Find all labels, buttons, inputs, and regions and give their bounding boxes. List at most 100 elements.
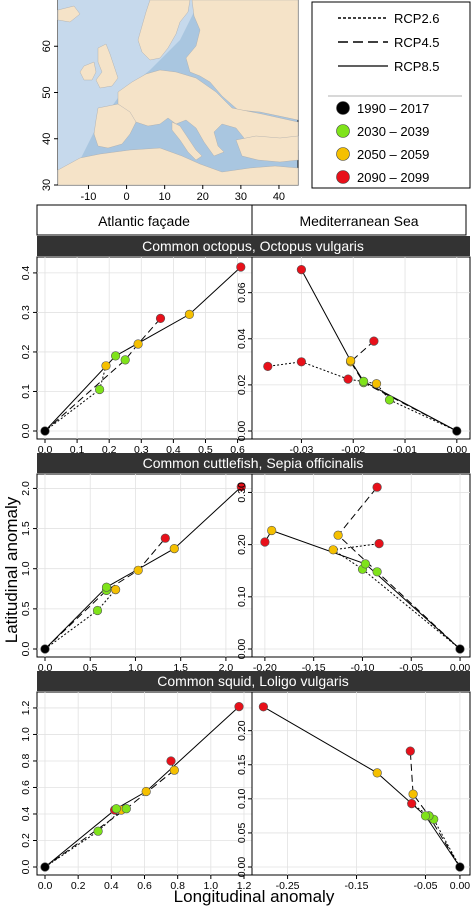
legend-label-1990: 1990 – 2017 [357,101,429,116]
map-lon-tick-label: 20 [197,191,209,203]
data-point [93,826,103,836]
data-point [371,379,382,389]
legend-dot-1990 [336,101,350,115]
y-tick-label: 0.4 [20,807,32,822]
data-point [258,702,269,712]
map-lon-tick-label: -10 [81,191,97,203]
land-finland-russia [185,0,299,121]
data-point [452,426,462,436]
data-point [455,862,465,872]
x-tick-label: 0.0 [38,444,53,456]
series-line-rcp26 [44,809,123,868]
data-point [359,376,369,387]
land-iceland [57,5,81,23]
y-tick-label: 0.5 [20,601,32,616]
column-headers: Atlantic façade Mediterranean Sea [36,204,467,236]
y-tick-label: 0.20 [236,720,248,741]
legend-label-2090: 2090 – 2099 [357,170,429,185]
x-tick-label: 1.5 [173,662,188,674]
y-tick-label: 0.8 [20,754,32,769]
data-point [372,567,382,577]
data-point [133,565,143,575]
land-ireland [79,61,97,81]
land-anatolia [235,135,299,163]
data-point [169,765,179,775]
x-tick-label: -0.15 [345,880,369,892]
legend-label-rcp45: RCP4.5 [394,35,440,50]
x-tick-label: 0.1 [70,444,85,456]
data-point [384,395,395,405]
series-line-rcp85 [263,706,461,868]
data-point [260,537,270,547]
data-point [111,804,121,814]
series-line-rcp45 [44,537,166,650]
data-point [369,336,379,346]
x-tick-label: -0.10 [350,662,374,674]
data-point [40,644,50,654]
map-lon-tick-label: 40 [273,191,285,203]
data-point [374,538,384,549]
panel-frame [251,691,471,876]
land-iberia [93,103,137,149]
data-point [94,384,105,395]
series-line-rcp26 [331,543,461,650]
legend: RCP2.6 RCP4.5 RCP8.5 1990 – 2017 2030 – … [311,1,471,189]
x-tick-label: -0.05 [399,662,423,674]
series-line-rcp45 [44,760,175,868]
legend-dot-2090 [336,170,350,184]
x-tick-label: 0.00 [450,662,471,674]
land-scandinavia [137,0,191,61]
data-point [141,786,151,797]
y-tick-label: 2.0 [20,481,32,496]
data-point [160,533,170,543]
x-tick-label: 0.4 [104,880,119,892]
legend-label-2030: 2030 – 2039 [357,124,429,139]
y-tick-label: 0.1 [20,384,32,399]
map-axes: 30 40 50 60 -10 0 10 20 30 40 [41,40,285,203]
data-point [405,746,415,756]
map-lon-tick-label: 10 [159,191,171,203]
y-tick-label: 0.0 [20,642,32,657]
map-lon-tick-label: 0 [124,191,130,203]
y-tick-label: 1.0 [20,727,32,742]
y-tick-label: 0.00 [236,857,248,878]
species-header-octopus-bar [37,236,470,256]
y-tick-label: 0.15 [236,754,248,775]
y-tick-label: 0.2 [20,345,32,360]
y-tick-label: 1.0 [20,561,32,576]
y-axis-title: Latitudinal anomaly [2,496,21,643]
data-point [101,361,111,371]
panel-frame [251,256,471,440]
x-tick-label: 0.4 [166,444,181,456]
x-tick-label: 0.6 [230,444,245,456]
y-tick-label: 0.4 [20,265,32,280]
land-great-britain [95,43,119,89]
legend-dot-2050 [336,147,350,161]
data-point [372,482,382,492]
legend-label-rcp26: RCP2.6 [394,11,440,26]
x-tick-label: 0.6 [137,880,152,892]
data-point [267,525,277,536]
data-point [121,804,131,814]
y-tick-label: 0.0 [20,860,32,875]
chart-panel-3: 0.0 0.5 1.0 1.5 2.0 0.0 0.5 1.0 1.5 2.0 [20,473,253,674]
series-line-rcp85 [44,706,240,868]
data-point [166,756,176,766]
species-header-cuttlefish-bar [37,453,470,473]
data-point [346,356,356,366]
data-point [40,862,50,872]
x-tick-label: -0.20 [253,662,277,674]
y-tick-label: 0.2 [20,833,32,848]
data-point [40,426,50,436]
map-lon-tick-label: 30 [235,191,247,203]
y-tick-label: 0.6 [20,780,32,795]
map-lat-tick-label: 50 [41,86,53,98]
series-line-rcp45 [349,340,458,432]
data-point [328,545,338,555]
y-tick-label: 0.10 [236,788,248,809]
species-header-squid: Common squid, Loligo vulgaris [157,673,348,689]
x-tick-label: 0.2 [102,444,117,456]
data-point [110,351,121,361]
data-point [372,768,382,778]
